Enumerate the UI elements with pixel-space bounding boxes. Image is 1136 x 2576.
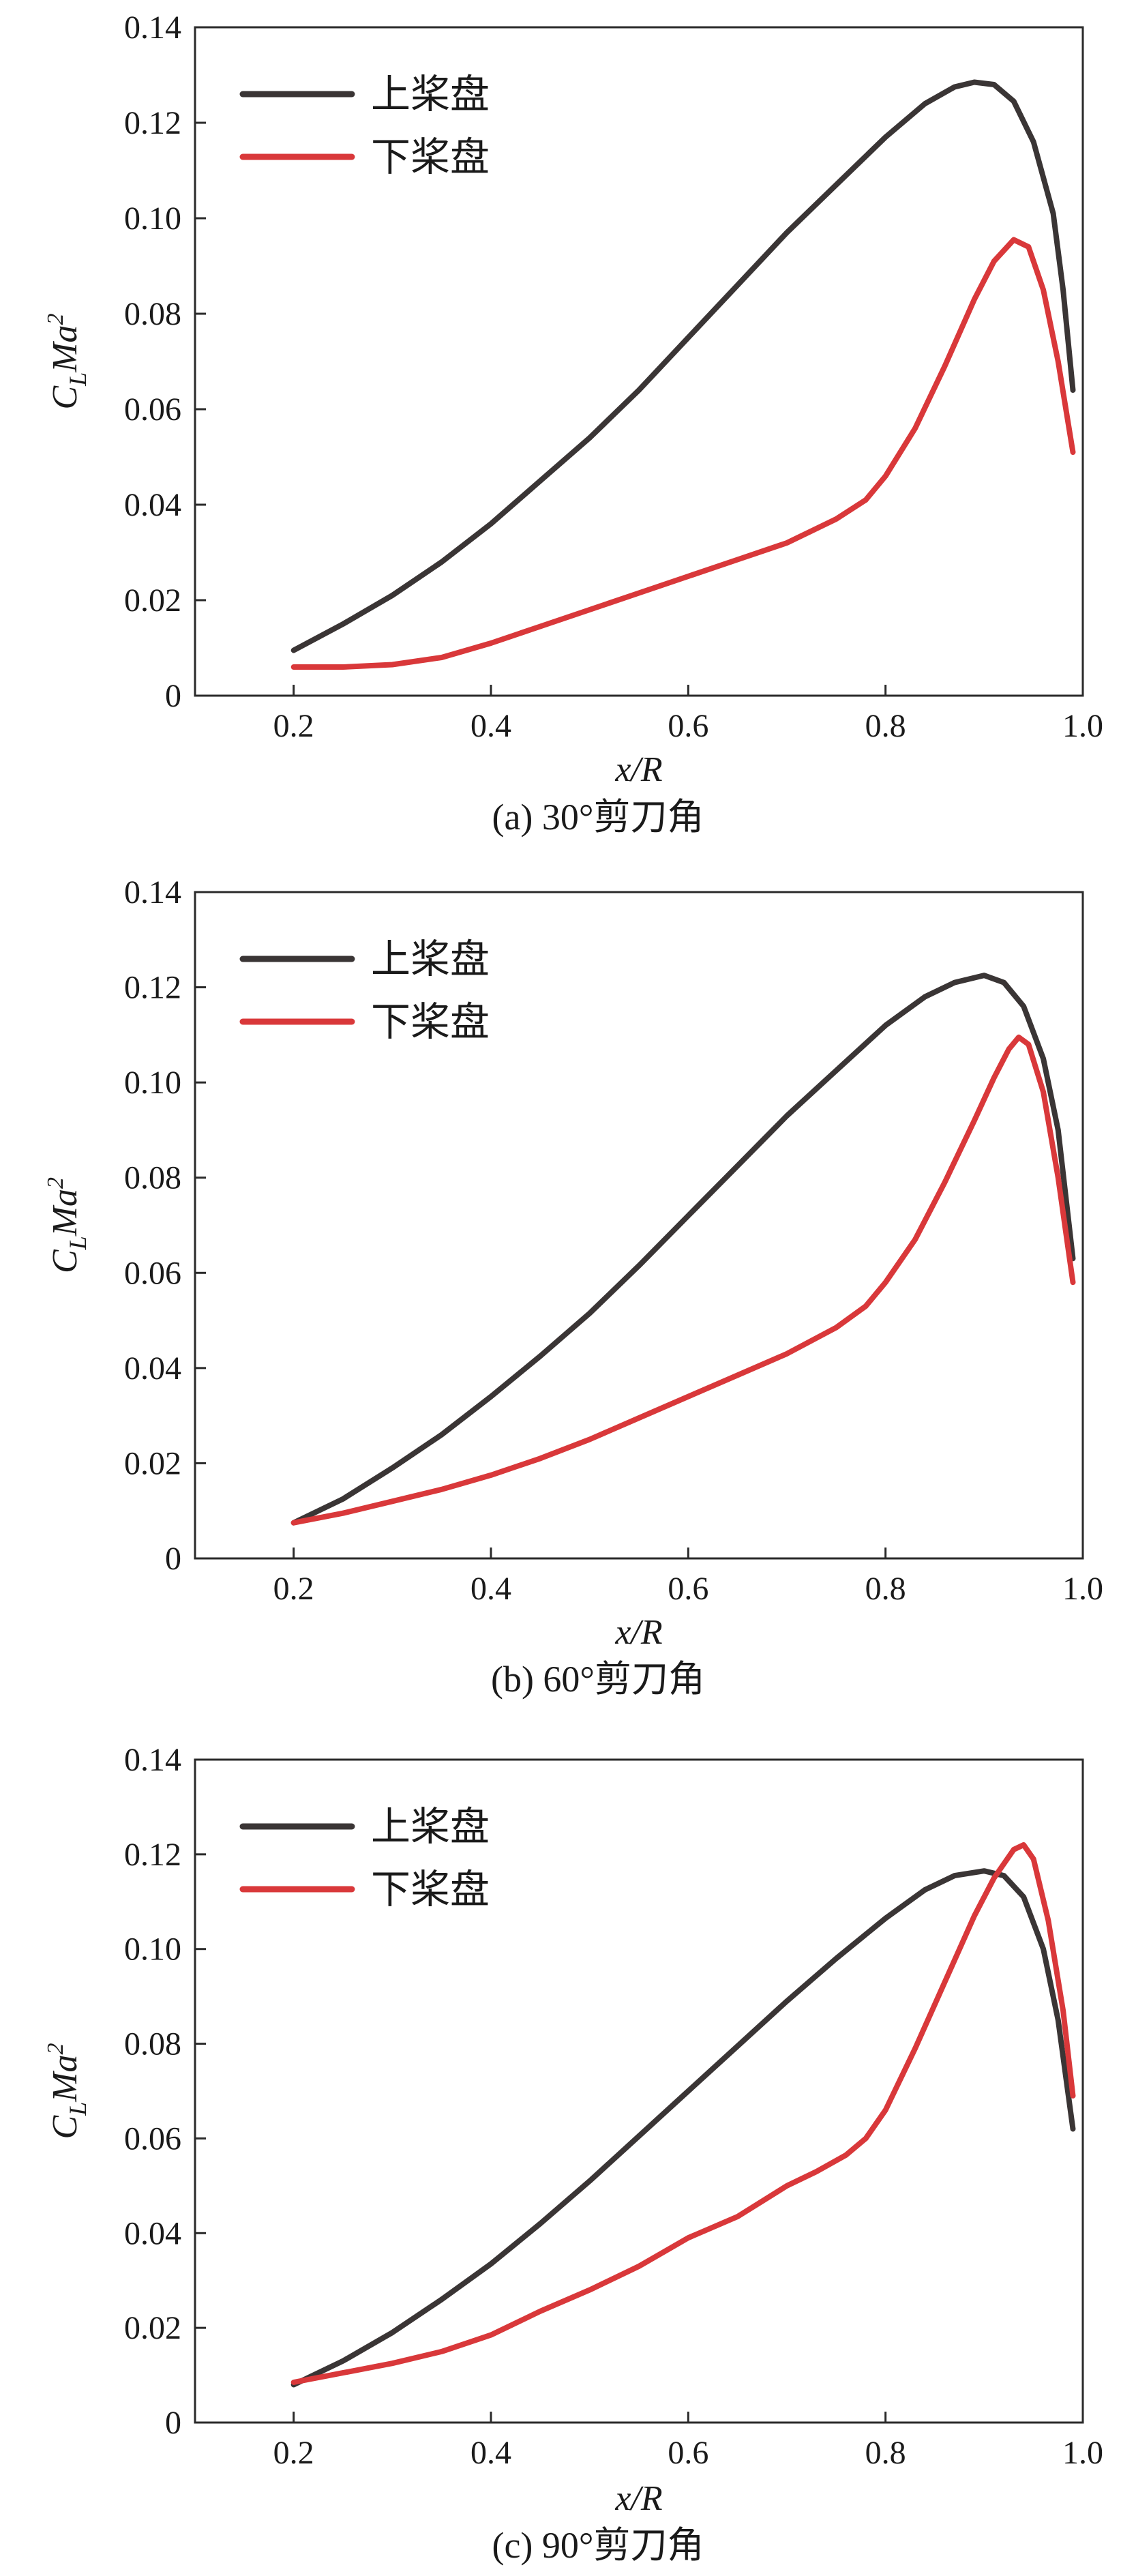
y-axis-title: CLMa2 [43, 313, 91, 409]
x-tick-label: 0.8 [865, 2435, 906, 2471]
y-tick-label: 0.06 [124, 2120, 181, 2157]
plot-frame [194, 26, 1084, 697]
x-tick-label: 0.8 [865, 1571, 906, 1607]
series-line-lower [290, 1034, 1076, 1526]
y-axis-title-sup: 2 [43, 313, 68, 325]
y-tick-label: 0.02 [124, 1445, 181, 1481]
panel-caption: (c) 90°剪刀角 [492, 2525, 704, 2566]
y-tick-label: 0.02 [124, 2310, 181, 2346]
x-tick-label: 1.0 [1062, 708, 1103, 744]
y-tick-label: 0.12 [124, 1837, 181, 1873]
x-tick-label: 0.8 [865, 708, 906, 744]
legend-label: 下桨盘 [371, 1866, 490, 1912]
x-tick-label: 0.6 [668, 1571, 708, 1607]
y-tick-label: 0.14 [124, 874, 181, 911]
y-axis-title-sub: L [64, 1236, 91, 1250]
y-axis-title-mid: Ma [46, 2054, 85, 2102]
panel-caption: (b) 60°剪刀角 [491, 1659, 705, 1700]
y-tick-label: 0.02 [124, 582, 181, 619]
x-tick-label: 0.6 [668, 708, 708, 744]
x-tick-label: 0.4 [470, 708, 511, 744]
y-axis-title-base: C [46, 1249, 85, 1273]
x-axis-title: x/R [614, 750, 662, 789]
y-tick-label: 0.08 [124, 296, 181, 332]
y-axis-title-base: C [46, 2115, 85, 2140]
legend-label: 下桨盘 [371, 134, 490, 180]
y-tick-label: 0.14 [124, 10, 181, 46]
x-tick-label: 0.2 [273, 2435, 314, 2471]
legend-label: 上桨盘 [371, 1803, 490, 1850]
x-axis-title: x/R [614, 2479, 662, 2518]
y-tick-label: 0.06 [124, 1255, 181, 1291]
y-tick-label: 0.10 [124, 1931, 181, 1968]
y-tick-label: 0.12 [124, 105, 181, 141]
legend-label: 上桨盘 [371, 71, 490, 117]
series-line-upper [290, 1868, 1076, 2388]
series-line-upper [290, 973, 1076, 1526]
series-line-lower [290, 1842, 1076, 2385]
y-tick-label: 0.08 [124, 1160, 181, 1196]
y-tick-label: 0.14 [124, 1742, 181, 1778]
chart-panel-1: 0 0.02 0.04 0.06 0.08 0.10 0.12 0.14 0.2 0.4 0.6 0.… [43, 874, 1103, 1700]
plot-frame [194, 1758, 1084, 2424]
y-tick-label: 0 [165, 678, 181, 714]
y-tick-label: 0.04 [124, 2215, 181, 2251]
y-tick-label: 0.06 [124, 391, 181, 428]
x-tick-label: 0.4 [470, 2435, 511, 2471]
x-tick-label: 0.6 [668, 2435, 708, 2471]
y-axis-title: CLMa2 [43, 1177, 91, 1273]
x-tick-label: 0.2 [273, 1571, 314, 1607]
y-axis-title: CLMa2 [43, 2043, 91, 2139]
y-tick-label: 0 [165, 1541, 181, 1577]
x-tick-label: 1.0 [1062, 2435, 1103, 2471]
y-axis-title-mid: Ma [46, 325, 85, 372]
x-axis-title: x/R [614, 1613, 662, 1652]
y-axis-title-sub: L [64, 372, 91, 387]
y-axis-title-mid: Ma [46, 1189, 85, 1237]
y-tick-label: 0.04 [124, 487, 181, 523]
series-line-upper [290, 79, 1076, 653]
x-tick-label: 1.0 [1062, 1571, 1103, 1607]
chart-panel-0: 0 0.02 0.04 0.06 0.08 0.10 0.12 0.14 0.2 0.4 0.6 0.… [43, 10, 1103, 838]
legend-label: 下桨盘 [371, 998, 490, 1045]
y-tick-label: 0.10 [124, 201, 181, 237]
y-tick-label: 0.08 [124, 2026, 181, 2062]
legend-label: 上桨盘 [371, 936, 490, 982]
y-tick-label: 0.12 [124, 970, 181, 1006]
y-tick-label: 0.10 [124, 1065, 181, 1101]
y-tick-label: 0.04 [124, 1350, 181, 1387]
panel-caption: (a) 30°剪刀角 [492, 797, 704, 838]
y-axis-title-sub: L [64, 2102, 91, 2116]
y-axis-title-sup: 2 [43, 2043, 68, 2054]
y-axis-title-sup: 2 [43, 1177, 68, 1189]
plot-frame [194, 891, 1084, 1560]
y-tick-label: 0 [165, 2405, 181, 2441]
x-tick-label: 0.4 [470, 1571, 511, 1607]
chart-panel-2: 0 0.02 0.04 0.06 0.08 0.10 0.12 0.14 0.2 0.4 0.6 0.… [43, 1742, 1103, 2566]
series-line-lower [290, 237, 1076, 670]
x-tick-label: 0.2 [273, 708, 314, 744]
y-axis-title-base: C [46, 385, 85, 410]
